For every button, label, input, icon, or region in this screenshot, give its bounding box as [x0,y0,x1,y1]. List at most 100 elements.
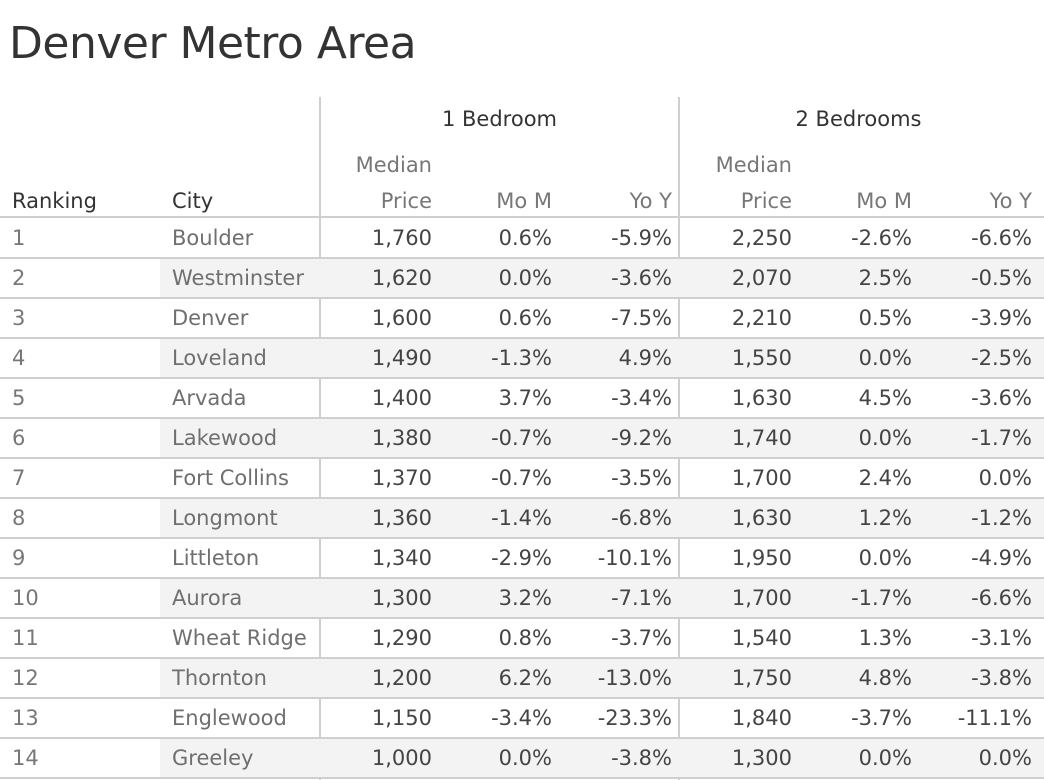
cell-ranking: 4 [12,346,26,370]
table-row: 3 Denver 1,600 0.6% -7.5% 2,210 0.5% -3.… [0,299,1044,339]
cell-b2-mom: 0.0% [858,746,912,770]
cell-b1-yoy: -7.1% [611,586,672,610]
row-band [160,739,1044,777]
cell-b2-mom: 0.0% [858,546,912,570]
cell-b1-median-price: 1,290 [371,626,432,650]
cell-ranking: 9 [12,546,26,570]
cell-city: Englewood [172,706,287,730]
table-row: 11 Wheat Ridge 1,290 0.8% -3.7% 1,540 1.… [0,619,1044,659]
cell-b2-median-price: 2,070 [731,266,792,290]
cell-b1-yoy: -9.2% [611,426,672,450]
table-body: 1 Boulder 1,760 0.6% -5.9% 2,250 -2.6% -… [0,219,1044,779]
cell-b1-mom: 0.6% [498,306,552,330]
cell-b2-mom: 2.5% [858,266,912,290]
cell-b2-mom: 1.2% [858,506,912,530]
cell-ranking: 12 [12,666,39,690]
cell-ranking: 10 [12,586,39,610]
cell-b2-mom: -2.6% [851,226,912,250]
cell-b2-yoy: 0.0% [978,746,1032,770]
group-header-2-bedrooms: 2 Bedrooms [795,107,922,131]
column-header-city: City [172,189,214,213]
cell-b1-median-price: 1,490 [371,346,432,370]
table-row: 10 Aurora 1,300 3.2% -7.1% 1,700 -1.7% -… [0,579,1044,619]
cell-b2-mom: 0.5% [858,306,912,330]
table-row: 12 Thornton 1,200 6.2% -13.0% 1,750 4.8%… [0,659,1044,699]
cell-b1-yoy: 4.9% [618,346,672,370]
cell-b1-median-price: 1,370 [371,466,432,490]
column-header-b2-median-line2: Price [740,189,792,213]
cell-city: Westminster [172,266,304,290]
table-row: 6 Lakewood 1,380 -0.7% -9.2% 1,740 0.0% … [0,419,1044,459]
cell-city: Loveland [172,346,267,370]
cell-b1-yoy: -3.8% [611,746,672,770]
cell-b2-mom: 0.0% [858,426,912,450]
cell-city: Aurora [172,586,243,610]
cell-city: Fort Collins [172,466,289,490]
cell-b1-mom: -1.3% [491,346,552,370]
cell-b2-mom: 1.3% [858,626,912,650]
cell-b2-yoy: 0.0% [978,466,1032,490]
column-header-b1-mom: Mo M [496,189,552,213]
cell-b1-mom: -1.4% [491,506,552,530]
cell-b2-median-price: 1,550 [731,346,792,370]
cell-b2-yoy: -3.6% [971,386,1032,410]
cell-b1-median-price: 1,760 [371,226,432,250]
page-title: Denver Metro Area [9,18,417,69]
row-band [160,419,1044,457]
cell-city: Longmont [172,506,278,530]
cell-b1-mom: 3.2% [498,586,552,610]
cell-b2-yoy: -11.1% [957,706,1032,730]
cell-b1-yoy: -5.9% [611,226,672,250]
cell-b2-mom: -3.7% [851,706,912,730]
cell-b1-yoy: -10.1% [597,546,672,570]
cell-city: Greeley [172,746,254,770]
table-row: 8 Longmont 1,360 -1.4% -6.8% 1,630 1.2% … [0,499,1044,539]
table-row: 4 Loveland 1,490 -1.3% 4.9% 1,550 0.0% -… [0,339,1044,379]
row-band [160,579,1044,617]
cell-b2-median-price: 2,210 [731,306,792,330]
cell-ranking: 3 [12,306,26,330]
cell-ranking: 5 [12,386,26,410]
cell-city: Wheat Ridge [172,626,307,650]
cell-b2-yoy: -3.8% [971,666,1032,690]
cell-b1-yoy: -3.6% [611,266,672,290]
column-header-b2-mom: Mo M [856,189,912,213]
cell-ranking: 1 [12,226,26,250]
cell-b2-mom: -1.7% [851,586,912,610]
cell-city: Denver [172,306,249,330]
group-header-1-bedroom: 1 Bedroom [441,107,558,131]
cell-b2-mom: 2.4% [858,466,912,490]
cell-b1-yoy: -6.8% [611,506,672,530]
cell-b2-median-price: 1,700 [731,466,792,490]
cell-b1-mom: 0.8% [498,626,552,650]
table-row: 14 Greeley 1,000 0.0% -3.8% 1,300 0.0% 0… [0,739,1044,779]
cell-b1-median-price: 1,360 [371,506,432,530]
column-header-b1-median-line2: Price [380,189,432,213]
cell-b2-median-price: 1,700 [731,586,792,610]
cell-b2-median-price: 2,250 [731,226,792,250]
cell-b1-yoy: -3.5% [611,466,672,490]
cell-b2-yoy: -3.1% [971,626,1032,650]
cell-ranking: 7 [12,466,26,490]
cell-b2-mom: 4.8% [858,666,912,690]
cell-b1-median-price: 1,340 [371,546,432,570]
cell-ranking: 14 [12,746,39,770]
table-row: 7 Fort Collins 1,370 -0.7% -3.5% 1,700 2… [0,459,1044,499]
cell-b1-mom: 3.7% [498,386,552,410]
cell-b1-median-price: 1,300 [371,586,432,610]
cell-ranking: 13 [12,706,39,730]
table-row: 2 Westminster 1,620 0.0% -3.6% 2,070 2.5… [0,259,1044,299]
cell-b1-mom: -3.4% [491,706,552,730]
cell-b1-mom: 0.0% [498,746,552,770]
cell-b1-yoy: -7.5% [611,306,672,330]
cell-b1-median-price: 1,380 [371,426,432,450]
header-divider [0,216,1044,218]
row-band [160,259,1044,297]
cell-b2-yoy: -6.6% [971,586,1032,610]
column-header-b2-median-line1: Median [715,153,792,177]
column-header-b2-yoy: Yo Y [989,189,1032,213]
cell-b1-mom: 0.0% [498,266,552,290]
cell-b1-median-price: 1,200 [371,666,432,690]
cell-b2-yoy: -4.9% [971,546,1032,570]
row-band [160,339,1044,377]
